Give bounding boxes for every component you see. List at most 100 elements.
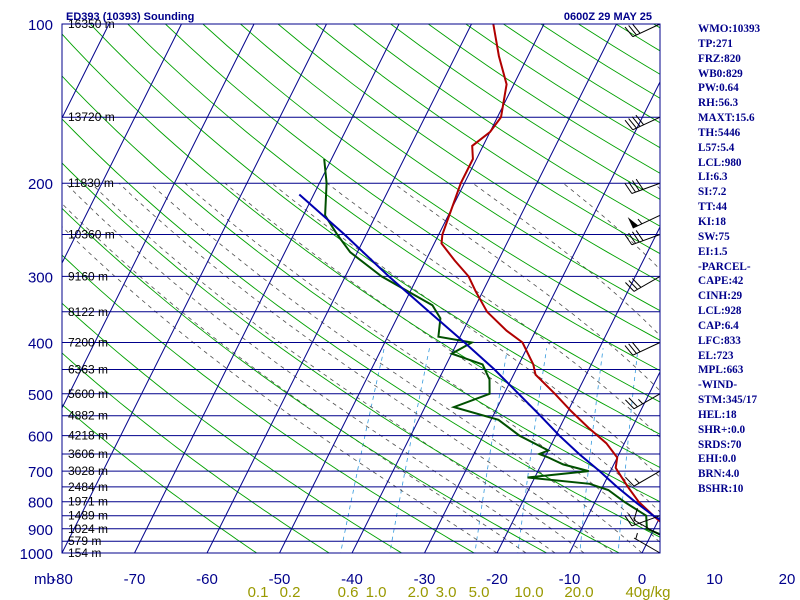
- wind-barb-feather: [624, 515, 633, 527]
- height-label-4: 9160 m: [68, 269, 108, 283]
- wind-barb-half-feather: [637, 218, 643, 225]
- isotherm-m100: [62, 24, 182, 265]
- height-label-5: 8122 m: [68, 305, 108, 319]
- wind-barb-0: [633, 532, 661, 554]
- index-item-22: EL:723: [698, 349, 734, 362]
- wind-barb-6: [625, 275, 661, 292]
- height-label-3: 10360 m: [68, 228, 115, 242]
- temp-tick-6: -20: [486, 571, 508, 588]
- wind-barb-5: [624, 341, 661, 356]
- wind-barb-9: [624, 178, 661, 194]
- index-item-10: LI:6.3: [698, 171, 728, 184]
- isotherm-m110: [62, 24, 110, 120]
- wind-barb-feather: [635, 178, 644, 190]
- wind-barb-feather: [628, 397, 638, 408]
- dry-adiabat-230: [62, 352, 331, 553]
- wind-barb-feather: [635, 114, 645, 126]
- mixing-label-3: 1.0: [366, 584, 387, 600]
- chart-time-label: 0600Z 29 MAY 25: [564, 11, 652, 23]
- wind-barb-staff: [633, 537, 661, 554]
- moist-adiabat-16: [326, 182, 660, 438]
- wind-barb-2: [624, 514, 661, 527]
- wind-barb-feather: [624, 234, 633, 246]
- dry-adiabat-270: [62, 162, 621, 553]
- mixing-ratio-line-4: [579, 348, 604, 553]
- index-item-27: SHR+:0.0: [698, 423, 746, 436]
- wind-barb-staff: [633, 393, 661, 410]
- wind-barb-feather: [631, 180, 640, 192]
- pressure-tick-800: 800: [28, 495, 53, 512]
- mixing-label-5: 3.0: [436, 584, 457, 600]
- temp-tick-2: -60: [196, 571, 218, 588]
- index-item-11: SI:7.2: [698, 186, 727, 199]
- temp-tick-8: 0: [638, 571, 646, 588]
- wind-barb-4: [625, 393, 661, 410]
- index-item-7: TH:5446: [698, 126, 741, 139]
- dry-adiabat-310: [89, 24, 660, 435]
- wind-barb-feather: [624, 345, 634, 356]
- wind-barb-feather: [628, 343, 637, 354]
- pressure-tick-700: 700: [28, 464, 53, 481]
- temp-tick-5: -30: [414, 571, 436, 588]
- wind-barb-staff: [631, 182, 661, 194]
- moist-adiabat--16: [62, 203, 527, 553]
- height-label-17: 579 m: [68, 534, 101, 548]
- pressure-tick-400: 400: [28, 335, 53, 352]
- wind-barb-staff: [633, 519, 661, 536]
- pressure-tick-300: 300: [28, 269, 53, 286]
- index-item-12: TT:44: [698, 201, 728, 214]
- wind-barb-feather: [631, 341, 641, 353]
- dry-adiabat-260: [62, 207, 548, 553]
- dry-adiabat-340: [202, 24, 660, 341]
- plot-frame: [61, 23, 661, 554]
- index-item-9: LCL:980: [698, 156, 742, 169]
- wind-barbs: [624, 23, 661, 554]
- temp-tick-0: -80: [51, 571, 73, 588]
- index-item-17: CAPE:42: [698, 275, 744, 288]
- index-item-30: BRN:4.0: [698, 468, 740, 481]
- temp-tick-1: -70: [124, 571, 146, 588]
- mixing-label-4: 2.0: [408, 584, 429, 600]
- wind-barb-feather: [628, 25, 637, 36]
- temp-tick-10: 20: [779, 571, 796, 588]
- indices-panel: WMO:10393 TP:271 FRZ:820 WB0:829 PW:0.64 RH:5…: [698, 22, 798, 497]
- dry-adiabat-250: [62, 254, 476, 553]
- dry-adiabat-360: [277, 24, 660, 283]
- x-axis-label: mb: [34, 571, 55, 588]
- pressure-tick-200: 200: [28, 176, 53, 193]
- index-item-6: MAXT:15.6: [698, 112, 755, 125]
- parcel-profile: [298, 193, 660, 521]
- moist-adiabat-0: [149, 182, 643, 553]
- wind-barb-half-feather: [638, 398, 644, 405]
- isotherm-m120: [0, 24, 37, 564]
- temp-tick-9: 10: [706, 571, 723, 588]
- index-item-2: FRZ:820: [698, 52, 741, 65]
- moist-adiabat--20: [62, 226, 498, 553]
- mixing-label-7: 10.0: [514, 584, 543, 600]
- dry-adiabat-290: [62, 75, 660, 503]
- wind-barb-pennant: [627, 217, 639, 229]
- index-item-8: L57:5.4: [698, 141, 735, 154]
- wind-barb-10: [624, 114, 661, 131]
- index-item-13: KI:18: [698, 215, 726, 228]
- wind-barb-feather: [625, 476, 635, 487]
- wind-barb-feather: [628, 118, 637, 129]
- temperature-profile: [440, 24, 660, 523]
- dry-adiabat-300: [62, 33, 660, 469]
- wind-barb-feather: [625, 399, 635, 410]
- background-lines: [0, 24, 660, 564]
- wind-barb-staff: [631, 515, 661, 527]
- height-label-14: 1971 m: [68, 495, 108, 509]
- height-label-10: 4218 m: [68, 429, 108, 443]
- temp-tick-7: -10: [559, 571, 581, 588]
- moist-adiabat-8: [224, 182, 660, 513]
- wind-barb-half-feather: [635, 532, 638, 540]
- wind-barb-feather: [633, 508, 638, 521]
- wind-barb-feather: [628, 514, 636, 525]
- wind-barb-8: [627, 214, 661, 229]
- index-item-4: PW:0.64: [698, 82, 739, 95]
- index-item-28: SRDS:70: [698, 438, 742, 451]
- index-item-14: SW:75: [698, 230, 730, 243]
